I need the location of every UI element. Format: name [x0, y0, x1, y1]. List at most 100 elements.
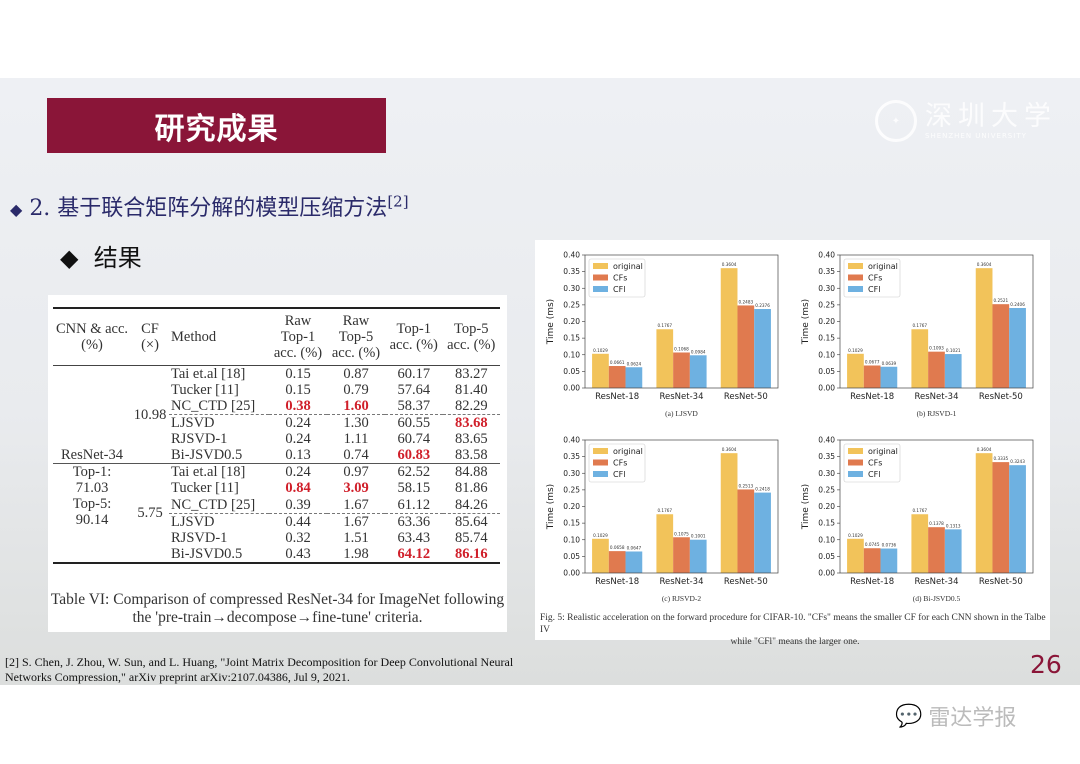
value-cell: 83.58: [454, 447, 488, 464]
y-tick-label: 0.30: [818, 284, 835, 293]
col-header: Raw Top-5 acc. (%): [331, 313, 381, 361]
value-cell: 0.38: [285, 398, 311, 415]
y-tick-label: 0.15: [818, 519, 835, 528]
bar-value-label: 0.1029: [593, 348, 608, 353]
method-cell: Tucker [11]: [171, 382, 239, 399]
value-cell: 60.83: [397, 447, 431, 464]
legend-label: original: [613, 262, 643, 271]
table-row: Tucker [11] 0.84 3.09 58.15 81.86: [53, 480, 500, 496]
bar-cfl: [944, 354, 962, 388]
legend-label: CFl: [868, 470, 880, 479]
results-table: CNN & acc. (%) CF (×) Method Raw Top-1 a…: [53, 307, 500, 564]
watermark-text: 雷达学报: [928, 706, 1017, 731]
bullet-heading: ◆ 2. 基于联合矩阵分解的模型压缩方法[2]: [10, 190, 409, 222]
col-header: CNN & acc. (%): [55, 321, 129, 353]
value-cell: 0.13: [285, 447, 311, 464]
value-cell: 0.43: [285, 545, 311, 562]
page-number: 26: [1030, 650, 1062, 679]
value-cell: 1.67: [343, 496, 369, 513]
value-cell: 84.26: [454, 496, 488, 513]
bar-value-label: 0.1029: [848, 348, 863, 353]
slide-title: 研究成果: [47, 98, 386, 153]
col-header: Method: [171, 329, 217, 345]
method-cell: RJSVD-1: [171, 431, 228, 448]
value-cell: 81.40: [454, 382, 488, 399]
chart-rjsvd-1: 0.00 0.05 0.10 0.15 0.20 0.25 0.30 0.35 0.40 Time…: [790, 240, 1045, 425]
bar-cfl: [1009, 308, 1026, 388]
legend-swatch: [848, 448, 863, 454]
y-tick-label: 0.40: [818, 251, 835, 260]
y-tick-label: 0.05: [563, 552, 580, 561]
bar-value-label: 0.1021: [946, 348, 961, 353]
table-row: Bi-JSVD0.5 0.43 1.98 64.12 86.16: [53, 546, 500, 563]
plot-frame: [839, 439, 1034, 574]
table-row: LJSVD 0.24 1.30 60.55 83.68: [53, 414, 500, 432]
bar-value-label: 0.0736: [882, 543, 897, 548]
legend-swatch: [848, 459, 863, 466]
bar-cfs: [992, 304, 1010, 388]
bar-cfs: [608, 366, 626, 388]
table-row: NC_CTD [25] 0.39 1.67 61.12 84.26: [53, 497, 500, 514]
bar-original: [911, 514, 929, 573]
bar-original: [720, 453, 738, 573]
y-tick-label: 0.10: [818, 535, 835, 544]
bar-value-label: 0.0984: [691, 349, 706, 354]
legend-swatch: [593, 471, 608, 477]
x-tick-label: ResNet-50: [979, 577, 1023, 587]
value-cell: 60.55: [385, 414, 443, 432]
sub-bullet-text: 结果: [93, 244, 142, 272]
y-tick-label: 0.20: [818, 317, 835, 326]
bar-cfl: [1009, 465, 1026, 573]
logo-en: SHENZHEN UNIVERSITY: [925, 132, 1027, 140]
y-tick-label: 0.35: [818, 452, 835, 461]
bar-cfl: [689, 355, 707, 388]
table-row: RJSVD-1 0.32 1.51 63.43 85.74: [53, 530, 500, 546]
y-tick-label: 0.20: [818, 502, 835, 511]
y-tick-label: 0.30: [563, 284, 580, 293]
table-row: Top-1: 71.03 Top-5: 90.14 5.75 Tai et.al [1…: [53, 464, 500, 528]
value-cell: 58.37: [397, 398, 431, 415]
value-cell: 85.64: [442, 512, 500, 530]
legend-swatch: [593, 448, 608, 454]
method-cell: Tucker [11]: [171, 480, 239, 497]
chart-bi-jsvd: 0.00 0.05 0.10 0.15 0.20 0.25 0.30 0.35 0.40 Time…: [790, 425, 1045, 610]
bar-cfs: [737, 305, 755, 388]
method-cell: Bi-JSVD0.5: [171, 545, 243, 562]
reference-line: [2] S. Chen, J. Zhou, W. Sun, and L. Hua…: [5, 655, 514, 669]
y-axis-label: Time (ms): [546, 484, 556, 530]
bar-cfs: [863, 548, 881, 573]
legend-swatch: [593, 263, 608, 269]
y-axis-label: Time (ms): [546, 299, 556, 345]
bar-original: [656, 329, 674, 388]
value-cell: 83.65: [454, 431, 488, 448]
value-cell: 82.29: [454, 398, 488, 415]
y-tick-label: 0.05: [563, 367, 580, 376]
bar-cfl: [689, 539, 707, 573]
y-tick-label: 0.25: [563, 300, 580, 309]
legend-label: CFs: [868, 459, 882, 468]
x-tick-label: ResNet-18: [850, 577, 894, 587]
col-header: Top-5 acc. (%): [447, 321, 496, 353]
chart-caption: (b) RJSVD-1: [917, 409, 957, 418]
cnn-top5: Top-5: 90.14: [72, 496, 112, 529]
cf-cell: 10.98: [133, 406, 167, 423]
value-cell: 63.43: [397, 529, 431, 546]
x-tick-label: ResNet-18: [850, 392, 894, 402]
bar-value-label: 0.3604: [977, 447, 992, 452]
bar-value-label: 0.1767: [912, 508, 927, 513]
table-row: NC_CTD [25] 0.38 1.60 58.37 82.29: [53, 398, 500, 415]
y-tick-label: 0.05: [818, 367, 835, 376]
x-tick-label: ResNet-34: [660, 392, 704, 402]
method-cell: Tai et.al [18]: [171, 464, 246, 481]
bar-original: [911, 329, 929, 388]
diamond-icon: ◆: [60, 244, 79, 272]
cnn-cell: ResNet-34: [53, 366, 131, 464]
y-tick-label: 0.25: [818, 485, 835, 494]
legend-label: original: [613, 447, 643, 456]
bar-cfs: [673, 537, 690, 573]
bar-original: [847, 353, 864, 388]
legend-label: original: [868, 447, 898, 456]
value-cell: 0.24: [285, 464, 311, 481]
diamond-icon: ◆: [10, 200, 23, 219]
value-cell: 63.36: [385, 512, 443, 530]
